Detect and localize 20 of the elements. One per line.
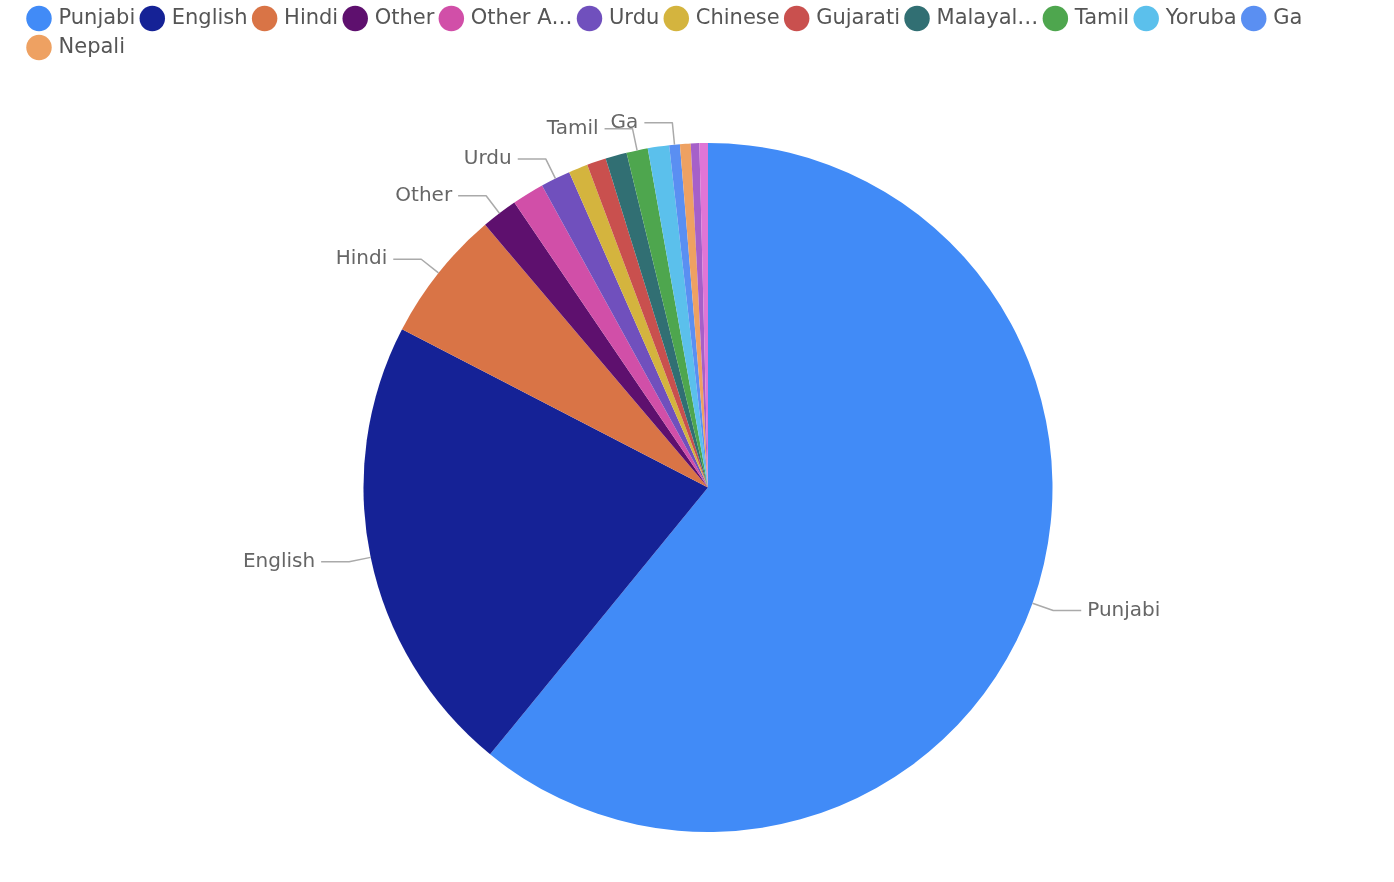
slice-label: English xyxy=(242,548,316,573)
text: Ga xyxy=(610,108,639,133)
legend-label: Other A… xyxy=(470,4,573,29)
legend-label: Urdu xyxy=(609,4,660,29)
slice-label: Other xyxy=(395,182,453,207)
legend-label: English xyxy=(171,4,248,29)
legend-label: Chinese xyxy=(695,4,780,29)
legend-label: Tamil xyxy=(1073,4,1130,29)
legend-label: Malayal… xyxy=(936,4,1039,29)
slice-label: Hindi xyxy=(335,245,388,270)
legend-label: Hindi xyxy=(284,4,339,29)
legend-label: Nepali xyxy=(58,33,125,58)
legend-label: Gujarati xyxy=(816,4,901,29)
slice-label: Urdu xyxy=(463,145,512,170)
legend-label: Punjabi xyxy=(58,4,136,29)
slice-label: Tamil xyxy=(545,115,599,140)
legend-label: Ga xyxy=(1273,4,1303,29)
slice-label: Punjabi xyxy=(1087,596,1161,621)
legend-label: Yoruba xyxy=(1164,4,1237,29)
legend-label: Other xyxy=(374,4,435,29)
